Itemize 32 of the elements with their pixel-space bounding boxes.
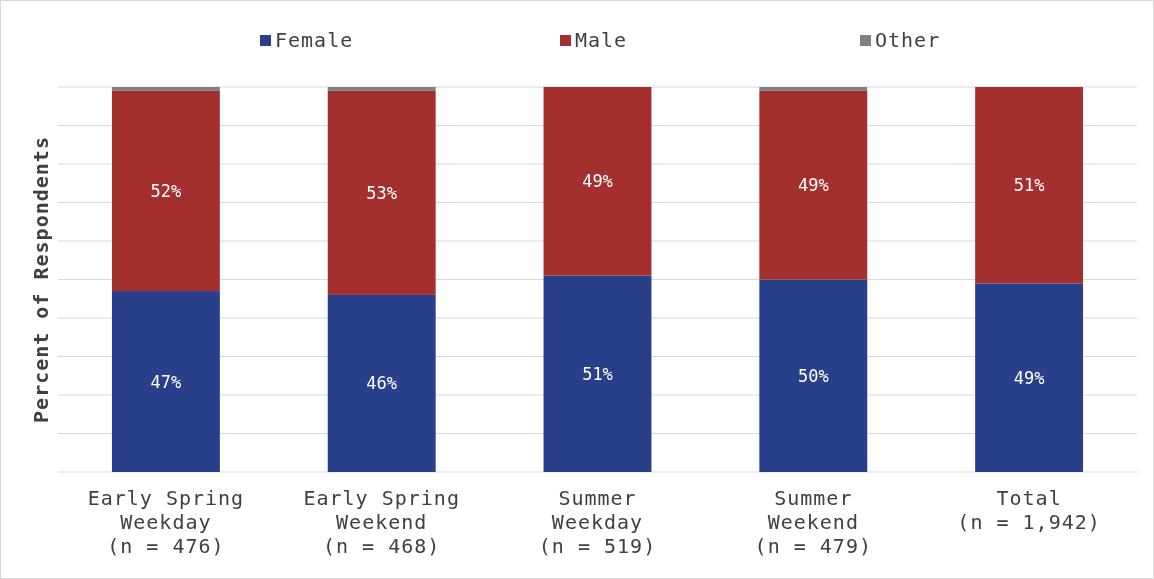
bar: [327, 294, 436, 472]
x-tick-label: Early Spring Weekday (n = 476): [87, 486, 245, 558]
data-label: 49%: [582, 171, 613, 192]
bar: [975, 283, 1084, 472]
x-tick-label: Summer Weekday (n = 519): [538, 486, 657, 558]
bar: [543, 87, 652, 276]
bar: [327, 90, 436, 295]
legend-label: Other: [875, 28, 941, 52]
x-tick-label: Early Spring Weekend (n = 468): [303, 486, 460, 558]
bar: [543, 275, 652, 472]
bar: [111, 87, 220, 91]
bar: [759, 90, 868, 280]
x-tick-label: Summer Weekend (n = 479): [754, 486, 872, 558]
data-label: 49%: [1013, 367, 1045, 388]
legend-label: Female: [275, 28, 354, 52]
x-tick-label: Total (n = 1,942): [957, 486, 1101, 534]
bar: [327, 87, 436, 91]
data-label: 49%: [797, 175, 829, 196]
data-label: 51%: [582, 363, 613, 384]
bar: [759, 87, 868, 91]
data-label: 53%: [366, 182, 398, 203]
y-axis-title: Percent of Respondents: [29, 136, 53, 423]
bar: [111, 90, 220, 292]
bar: [759, 279, 868, 472]
data-label: 50%: [797, 365, 829, 386]
data-label: 52%: [150, 180, 182, 201]
data-label: 51%: [1013, 175, 1045, 196]
bar: [975, 87, 1084, 284]
data-label: 46%: [366, 373, 398, 394]
data-label: 47%: [150, 371, 182, 392]
legend-label: Male: [575, 28, 628, 52]
bar: [111, 291, 220, 472]
